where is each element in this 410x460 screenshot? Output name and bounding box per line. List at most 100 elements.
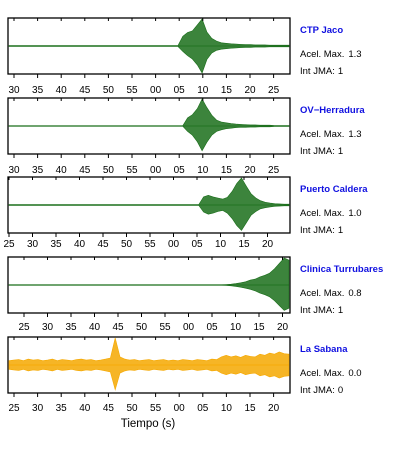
- x-tick-label: 45: [97, 239, 109, 250]
- int-jma-value: 1: [338, 225, 343, 236]
- x-tick-label: 30: [32, 403, 44, 414]
- acel-max-value: 0.0: [348, 368, 361, 379]
- x-tick-label: 15: [244, 403, 256, 414]
- station-name: La Sabana: [300, 344, 348, 355]
- acel-max-label: Acel. Max.: [300, 129, 344, 140]
- x-tick-label: 00: [150, 165, 162, 176]
- acel-max-value: 1.0: [348, 208, 361, 219]
- x-tick-label: 05: [197, 403, 209, 414]
- x-tick-label: 55: [159, 322, 171, 333]
- x-tick-label: 25: [268, 165, 280, 176]
- x-tick-label: 20: [244, 85, 256, 96]
- x-tick-label: 10: [197, 165, 209, 176]
- x-tick-label: 30: [8, 85, 20, 96]
- int-jma-text: Int JMA: 1: [300, 225, 343, 236]
- acel-max-text: Acel. Max. 1.3: [300, 129, 362, 140]
- int-jma-label: Int JMA:: [300, 66, 335, 77]
- station-name: Puerto Caldera: [300, 184, 368, 195]
- acel-max-value: 1.3: [348, 129, 361, 140]
- x-tick-label: 10: [197, 85, 209, 96]
- acel-max-label: Acel. Max.: [300, 288, 344, 299]
- x-tick-label: 05: [174, 85, 186, 96]
- int-jma-text: Int JMA: 0: [300, 385, 343, 396]
- x-tick-label: 00: [150, 85, 162, 96]
- acel-max-label: Acel. Max.: [300, 368, 344, 379]
- x-tick-label: 45: [79, 85, 91, 96]
- acel-max-text: Acel. Max. 0.0: [300, 368, 362, 379]
- x-tick-label: 35: [32, 85, 44, 96]
- x-tick-label: 55: [126, 85, 138, 96]
- x-tick-label: 15: [221, 165, 233, 176]
- x-tick-label: 15: [238, 239, 250, 250]
- x-tick-label: 20: [277, 322, 289, 333]
- int-jma-label: Int JMA:: [300, 225, 335, 236]
- int-jma-value: 0: [338, 385, 343, 396]
- x-tick-label: 30: [8, 165, 20, 176]
- x-tick-label: 15: [221, 85, 233, 96]
- int-jma-value: 1: [338, 66, 343, 77]
- x-tick-label: 10: [230, 322, 242, 333]
- station-name: CTP Jaco: [300, 25, 343, 36]
- station-name: OV−Herradura: [300, 105, 365, 116]
- panel-2: 30 35 40 45 50 55 00 05 10 15 20 25 OV−Herradura Acel…: [7, 97, 365, 176]
- x-tick-label: 50: [103, 85, 115, 96]
- int-jma-text: Int JMA: 1: [300, 66, 343, 77]
- x-tick-label: 50: [121, 239, 133, 250]
- x-tick-label: 45: [103, 403, 115, 414]
- panel-3: 25 30 35 40 45 50 55 00 05 10 15 20 Puerto Caldera Ac…: [3, 176, 368, 250]
- x-tick-label: 50: [126, 403, 138, 414]
- x-tick-label: 20: [268, 403, 280, 414]
- x-tick-label: 45: [79, 165, 91, 176]
- acel-max-value: 1.3: [348, 49, 361, 60]
- x-tick-label: 55: [150, 403, 162, 414]
- x-tick-label: 40: [56, 85, 68, 96]
- panel-4: 25 30 35 40 45 50 55 00 05 10 15 20 Clinica Turrubar…: [7, 256, 383, 333]
- int-jma-value: 1: [338, 146, 343, 157]
- x-tick-label: 05: [206, 322, 218, 333]
- x-tick-label: 55: [126, 165, 138, 176]
- acel-max-label: Acel. Max.: [300, 208, 344, 219]
- waveform-trace: [8, 337, 290, 391]
- x-tick-label: 20: [262, 239, 274, 250]
- acel-max-value: 0.8: [348, 288, 361, 299]
- acel-max-text: Acel. Max. 0.8: [300, 288, 362, 299]
- x-tick-label: 00: [183, 322, 195, 333]
- acel-max-label: Acel. Max.: [300, 49, 344, 60]
- x-tick-label: 25: [8, 403, 20, 414]
- x-tick-label: 25: [268, 85, 280, 96]
- x-tick-label: 35: [32, 165, 44, 176]
- x-tick-label: 25: [18, 322, 30, 333]
- x-tick-label: 10: [215, 239, 227, 250]
- int-jma-text: Int JMA: 1: [300, 146, 343, 157]
- int-jma-label: Int JMA:: [300, 385, 335, 396]
- x-tick-label: 15: [253, 322, 265, 333]
- x-tick-label: 00: [174, 403, 186, 414]
- int-jma-label: Int JMA:: [300, 305, 335, 316]
- acel-max-text: Acel. Max. 1.3: [300, 49, 362, 60]
- x-tick-label: 50: [136, 322, 148, 333]
- station-name: Clinica Turrubares: [300, 264, 383, 275]
- x-tick-label: 40: [56, 165, 68, 176]
- x-tick-label: 35: [65, 322, 77, 333]
- int-jma-value: 1: [338, 305, 343, 316]
- x-tick-label: 45: [112, 322, 124, 333]
- x-tick-label: 00: [168, 239, 180, 250]
- acel-max-text: Acel. Max. 1.0: [300, 208, 362, 219]
- x-tick-label: 05: [174, 165, 186, 176]
- x-tick-label: 25: [3, 239, 15, 250]
- x-tick-label: 50: [103, 165, 115, 176]
- x-tick-label: 40: [89, 322, 101, 333]
- x-tick-label: 55: [144, 239, 156, 250]
- x-tick-label: 10: [221, 403, 233, 414]
- x-axis-label: Tiempo (s): [121, 418, 176, 430]
- int-jma-label: Int JMA:: [300, 146, 335, 157]
- panel-1: 30 35 40 45 50 55 00 05 10 15 20 25 CTP Jaco Acel. Ma…: [7, 17, 362, 96]
- x-tick-label: 40: [74, 239, 86, 250]
- x-tick-label: 30: [42, 322, 54, 333]
- x-tick-label: 20: [244, 165, 256, 176]
- x-tick-label: 35: [56, 403, 68, 414]
- x-tick-label: 40: [79, 403, 91, 414]
- x-tick-label: 30: [27, 239, 39, 250]
